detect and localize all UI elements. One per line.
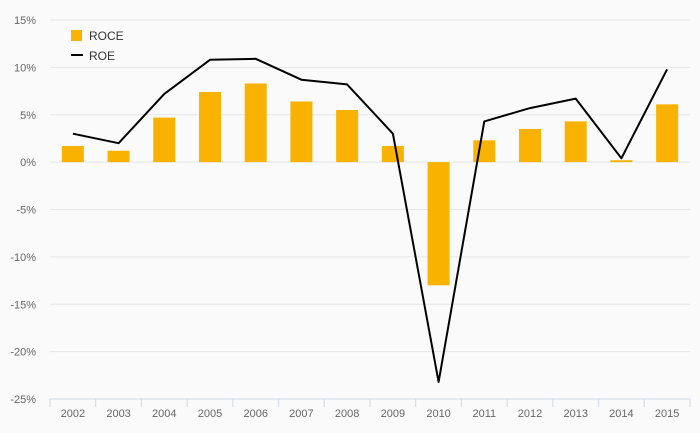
x-axis <box>49 398 691 407</box>
y-tick-label: -15% <box>10 299 36 311</box>
roe-point-2009[interactable] <box>391 132 395 136</box>
legend-label-roe: ROE <box>89 49 115 63</box>
x-tick-label: 2013 <box>563 408 587 420</box>
roce-bar-2006[interactable] <box>244 83 267 163</box>
roe-point-2005[interactable] <box>208 58 212 62</box>
y-tick-label: 15% <box>14 15 36 27</box>
x-tick-label: 2004 <box>152 408 176 420</box>
roe-point-2007[interactable] <box>299 78 303 82</box>
y-tick-label: -5% <box>16 205 36 217</box>
y-axis-ticks: 15% 10% 5% 0% -5% -10% -15% -20% -25% <box>10 15 36 406</box>
roce-bar-2012[interactable] <box>519 128 541 163</box>
roce-bar-2014[interactable] <box>610 160 633 163</box>
roe-point-2006[interactable] <box>254 57 258 61</box>
legend-item-roce[interactable]: ROCE <box>71 29 124 43</box>
x-axis-ticks: 2002 2003 2004 2005 2006 2007 2008 2009 2010 2011… <box>61 408 680 420</box>
x-tick-label: 2005 <box>198 408 222 420</box>
roe-point-2008[interactable] <box>345 82 349 86</box>
x-tick-label: 2015 <box>655 408 679 420</box>
y-tick-label: -10% <box>10 252 36 264</box>
x-tick-label: 2006 <box>243 408 267 420</box>
roce-bar-2008[interactable] <box>336 110 359 163</box>
gridlines <box>50 19 690 400</box>
x-tick-label: 2002 <box>61 408 85 420</box>
y-tick-label: -20% <box>10 347 36 359</box>
roce-bar-2007[interactable] <box>290 101 313 163</box>
y-tick-label: -25% <box>10 394 36 406</box>
roe-point-2015[interactable] <box>665 67 669 71</box>
x-tick-label: 2011 <box>472 408 496 420</box>
roe-point-2002[interactable] <box>71 132 75 136</box>
roce-bar-2013[interactable] <box>564 121 587 163</box>
legend-swatch-roce <box>71 30 82 41</box>
roe-line-layer <box>71 57 669 384</box>
roce-bar-2009[interactable] <box>381 146 404 163</box>
y-tick-label: 10% <box>14 62 36 74</box>
y-tick-label: 5% <box>20 110 36 122</box>
roce-bar-2005[interactable] <box>199 92 221 163</box>
roce-bar-2004[interactable] <box>153 117 176 163</box>
roe-point-2012[interactable] <box>528 106 532 110</box>
x-tick-label: 2009 <box>381 408 405 420</box>
legend: ROCE ROE <box>71 29 124 63</box>
roe-point-2013[interactable] <box>574 97 578 101</box>
roce-bars <box>61 83 679 286</box>
roe-point-2011[interactable] <box>482 119 486 123</box>
x-tick-label: 2003 <box>106 408 130 420</box>
legend-label-roce: ROCE <box>89 29 124 43</box>
roce-bar-2010[interactable] <box>427 162 450 286</box>
roe-line[interactable] <box>72 57 668 383</box>
roe-point-2004[interactable] <box>162 92 166 96</box>
x-tick-label: 2012 <box>518 408 542 420</box>
roe-point-2003[interactable] <box>117 141 121 145</box>
roce-bar-2002[interactable] <box>61 146 84 163</box>
x-tick-label: 2014 <box>609 408 633 420</box>
roe-point-2010[interactable] <box>437 380 441 384</box>
roe-point-2014[interactable] <box>619 156 623 160</box>
x-tick-label: 2010 <box>426 408 450 420</box>
x-tick-label: 2007 <box>289 408 313 420</box>
legend-item-roe[interactable]: ROE <box>71 49 115 63</box>
roce-bar-2015[interactable] <box>656 104 679 163</box>
roce-bar-2011[interactable] <box>473 140 496 163</box>
roce-bar-2003[interactable] <box>107 150 130 163</box>
y-tick-label: 0% <box>20 157 36 169</box>
x-tick-label: 2008 <box>335 408 359 420</box>
